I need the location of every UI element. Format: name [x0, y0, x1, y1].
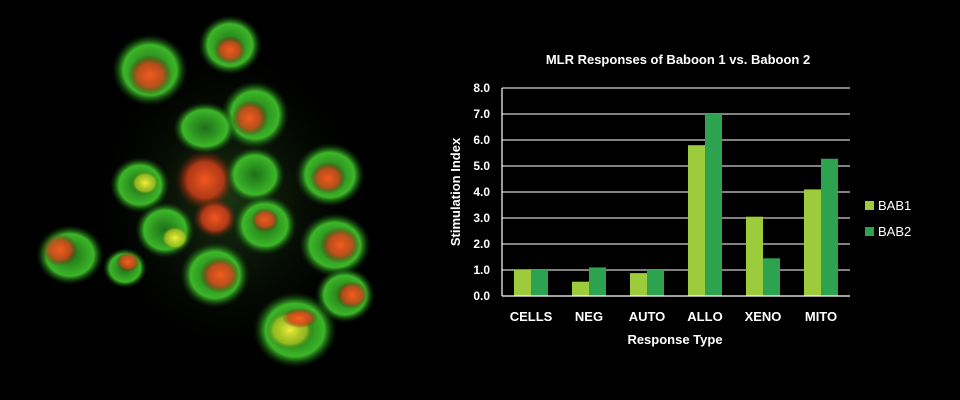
legend: BAB1 BAB2: [865, 198, 911, 239]
bar-bab2-allo: [705, 114, 722, 296]
bars: [514, 114, 838, 296]
x-category-label: XENO: [745, 309, 782, 324]
x-category-label: ALLO: [687, 309, 722, 324]
chart-title: MLR Responses of Baboon 1 vs. Baboon 2: [546, 52, 810, 67]
x-category-label: MITO: [805, 309, 837, 324]
legend-label-bab2: BAB2: [878, 224, 911, 239]
cell-cluster: [36, 15, 380, 370]
bar-bab1-xeno: [746, 216, 763, 296]
x-category-label: NEG: [575, 309, 603, 324]
x-category-label: AUTO: [629, 309, 666, 324]
bar-bab1-auto: [630, 273, 647, 296]
bar-bab2-mito: [821, 158, 838, 296]
x-category-labels: CELLS NEG AUTO ALLO XENO MITO: [510, 309, 837, 324]
legend-swatch-bab2: [865, 227, 874, 236]
y-tick-label: 1.0: [473, 263, 490, 277]
bar-bab2-auto: [647, 270, 664, 296]
bar-bab1-allo: [688, 145, 705, 296]
y-tick-labels: 0.0 1.0 2.0 3.0 4.0 5.0 6.0 7.0 8.0: [473, 81, 490, 303]
bar-bab1-neg: [572, 281, 589, 296]
bar-bab2-xeno: [763, 258, 780, 296]
y-tick-label: 7.0: [473, 107, 490, 121]
cell-micrograph-image: [36, 15, 380, 370]
gridlines: [502, 87, 850, 271]
x-category-label: CELLS: [510, 309, 553, 324]
bar-bab2-cells: [531, 270, 548, 296]
legend-label-bab1: BAB1: [878, 198, 911, 213]
y-tick-label: 3.0: [473, 211, 490, 225]
bar-bab1-cells: [514, 270, 531, 296]
y-tick-label: 0.0: [473, 289, 490, 303]
y-tick-label: 4.0: [473, 185, 490, 199]
y-axis-label: Stimulation Index: [448, 137, 463, 246]
y-tick-label: 8.0: [473, 81, 490, 95]
y-tick-label: 6.0: [473, 133, 490, 147]
bar-bab1-mito: [804, 189, 821, 296]
y-tick-label: 2.0: [473, 237, 490, 251]
y-tick-label: 5.0: [473, 159, 490, 173]
legend-swatch-bab1: [865, 201, 874, 210]
bar-bab2-neg: [589, 267, 606, 296]
x-axis-label: Response Type: [627, 332, 722, 347]
bar-chart: MLR Responses of Baboon 1 vs. Baboon 2 0…: [448, 52, 911, 347]
